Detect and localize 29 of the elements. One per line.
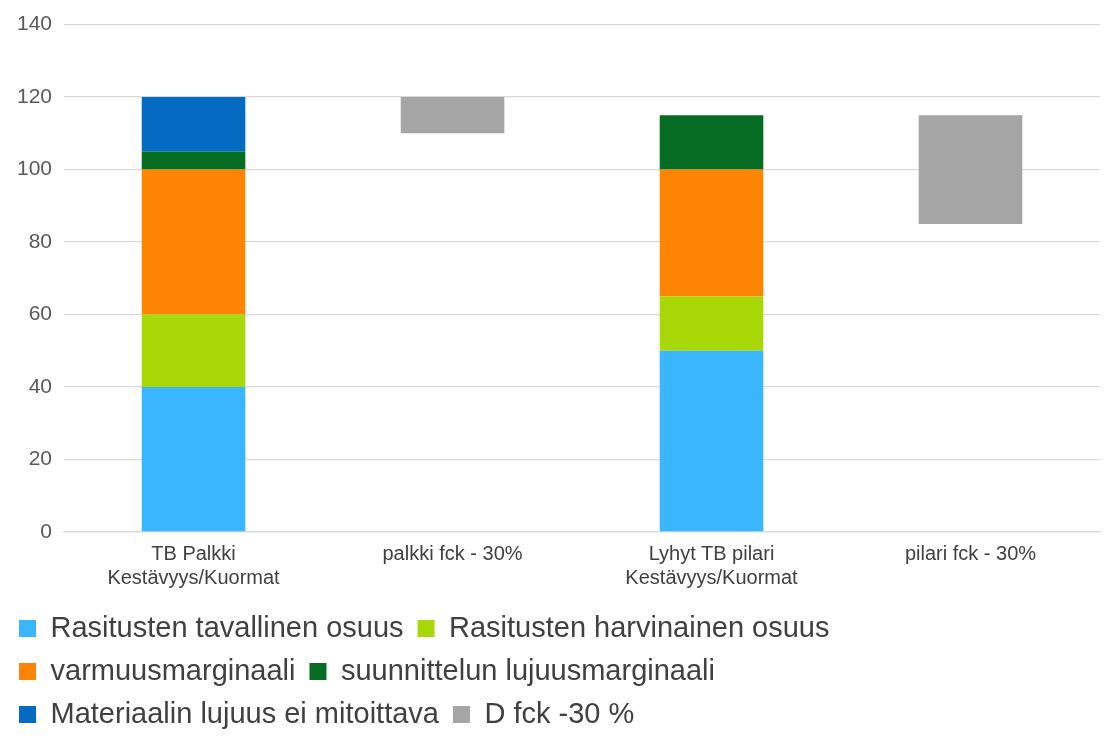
x-tick-label: pilari fck - 30%	[904, 541, 1037, 564]
y-tick-label: 0	[40, 518, 53, 542]
x-tick-label: palkki fck - 30%	[382, 541, 523, 564]
bar	[659, 350, 764, 532]
bar	[659, 115, 764, 170]
bar	[400, 97, 505, 134]
y-tick-label: 40	[28, 373, 53, 397]
bar	[141, 97, 246, 152]
y-tick-label: 140	[16, 11, 53, 35]
y-tick-label: 20	[28, 446, 53, 470]
legend-label: Materiaalin lujuus ei mitoittava	[50, 696, 440, 729]
y-tick-label: 120	[16, 83, 53, 107]
legend-label: Rasitusten tavallinen osuus	[50, 610, 404, 643]
x-tick-label: Lyhyt TB pilari Kestävyys/Kuormat	[625, 541, 799, 588]
y-tick-label: 100	[16, 156, 53, 180]
legend-label: Rasitusten harvinainen osuus	[449, 610, 830, 643]
bar	[659, 169, 764, 297]
bar	[918, 115, 1023, 224]
bar	[141, 314, 246, 388]
legend-label: D fck -30 %	[484, 696, 635, 729]
bar	[659, 296, 764, 351]
y-tick-label: 60	[28, 301, 53, 325]
legend-label: suunnittelun lujuusmarginaali	[340, 653, 715, 686]
legend-label: varmuusmarginaali	[50, 653, 296, 686]
bar	[141, 151, 246, 170]
y-tick-label: 80	[28, 228, 53, 252]
bar	[141, 387, 246, 532]
bar	[141, 169, 246, 315]
x-tick-label: TB Palkki Kestävyys/Kuormat	[107, 541, 281, 588]
